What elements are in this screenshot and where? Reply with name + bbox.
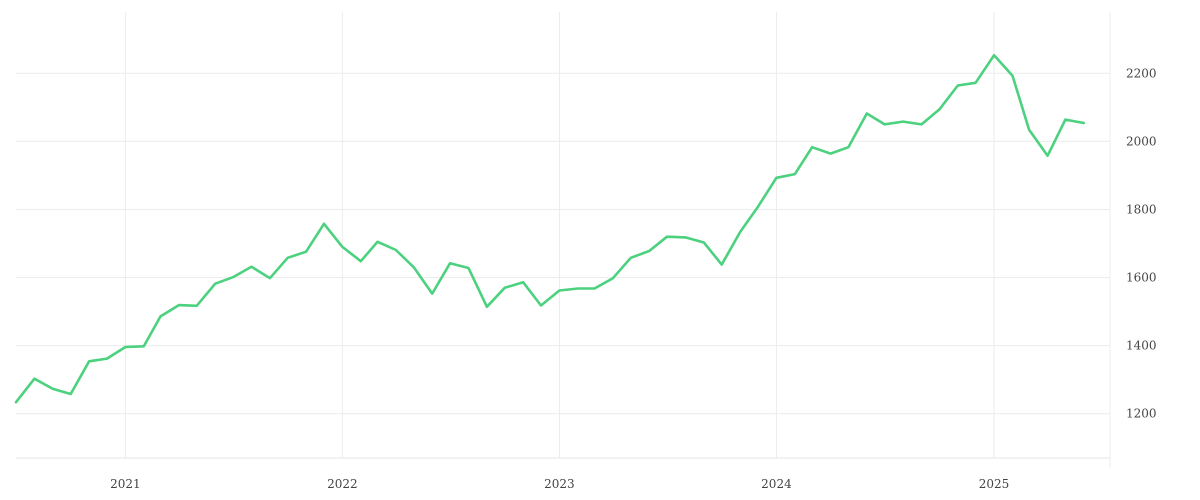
x-tick-label: 2021 bbox=[110, 477, 141, 491]
x-tick-label: 2022 bbox=[327, 477, 358, 491]
y-tick-label: 2000 bbox=[1126, 134, 1157, 148]
y-tick-label: 1800 bbox=[1126, 202, 1157, 216]
y-tick-label: 1600 bbox=[1126, 271, 1157, 285]
y-tick-label: 1200 bbox=[1126, 407, 1157, 421]
x-tick-label: 2024 bbox=[761, 477, 792, 491]
y-tick-label: 2200 bbox=[1126, 66, 1157, 80]
x-tick-label: 2025 bbox=[979, 477, 1010, 491]
y-tick-label: 1400 bbox=[1126, 339, 1157, 353]
y-axis-ticks: 1200 1400 1600 1800 2000 2200 bbox=[1126, 66, 1157, 420]
x-tick-label: 2023 bbox=[544, 477, 575, 491]
x-gridlines bbox=[124, 12, 1111, 468]
series-line bbox=[14, 53, 1086, 404]
y-gridlines bbox=[16, 72, 1110, 415]
x-axis-ticks: 2021 2022 2023 2024 2025 bbox=[110, 477, 1009, 491]
